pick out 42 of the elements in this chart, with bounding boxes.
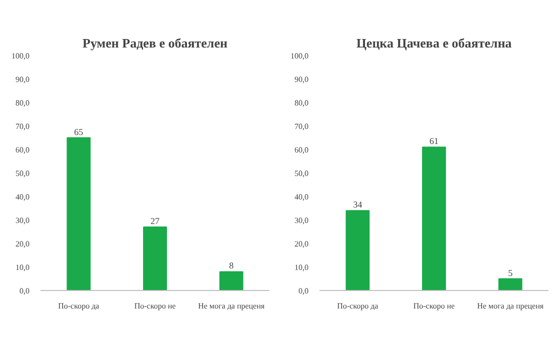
bar	[498, 278, 522, 290]
y-tick-label: 70,0	[16, 122, 30, 131]
x-tick-label: Не мога да преценя	[198, 302, 265, 310]
y-tick-label: 40,0	[294, 192, 308, 202]
y-tick-label: 20,0	[294, 240, 308, 248]
y-tick-label: 10,0	[16, 263, 30, 272]
data-label: 34	[353, 200, 363, 210]
data-label: 5	[508, 268, 514, 278]
y-tick-label: 20,0	[16, 240, 30, 248]
x-tick-label: По-скоро не	[134, 302, 176, 310]
chart-title: Цецка Цачева е обаятелна	[356, 36, 512, 50]
y-tick-label: 100,0	[290, 52, 308, 60]
y-tick-label: 80,0	[294, 98, 308, 108]
y-tick-label: 40,0	[16, 192, 30, 202]
bar	[346, 210, 370, 290]
y-tick-label: 0,0	[20, 286, 30, 296]
bar	[66, 137, 91, 290]
y-tick-label: 50,0	[16, 169, 30, 178]
y-tick-label: 50,0	[294, 169, 308, 178]
x-tick-label: Не мога да преценя	[477, 302, 544, 310]
x-tick-label: По-скоро не	[413, 302, 456, 310]
chart-title: Румен Радев е обаятелен	[82, 36, 228, 50]
data-label: 8	[229, 260, 234, 271]
y-tick-label: 30,0	[16, 216, 30, 225]
bar	[143, 226, 167, 290]
y-tick-label: 10,0	[294, 263, 308, 272]
x-tick-label: По-скоро да	[58, 302, 100, 310]
y-tick-label: 100,0	[12, 52, 30, 60]
bar	[219, 271, 244, 290]
y-tick-label: 80,0	[16, 98, 30, 108]
y-tick-label: 70,0	[294, 122, 308, 131]
y-tick-label: 30,0	[294, 216, 308, 225]
bar	[422, 146, 446, 290]
y-tick-label: 90,0	[294, 75, 308, 84]
x-tick-label: По-скоро да	[337, 302, 379, 310]
data-label: 27	[150, 216, 160, 226]
y-tick-label: 0,0	[298, 286, 308, 296]
data-label: 61	[430, 136, 438, 146]
y-tick-label: 60,0	[294, 146, 308, 154]
data-label: 65	[74, 126, 84, 137]
y-tick-label: 90,0	[16, 75, 30, 84]
y-tick-label: 60,0	[16, 146, 30, 154]
